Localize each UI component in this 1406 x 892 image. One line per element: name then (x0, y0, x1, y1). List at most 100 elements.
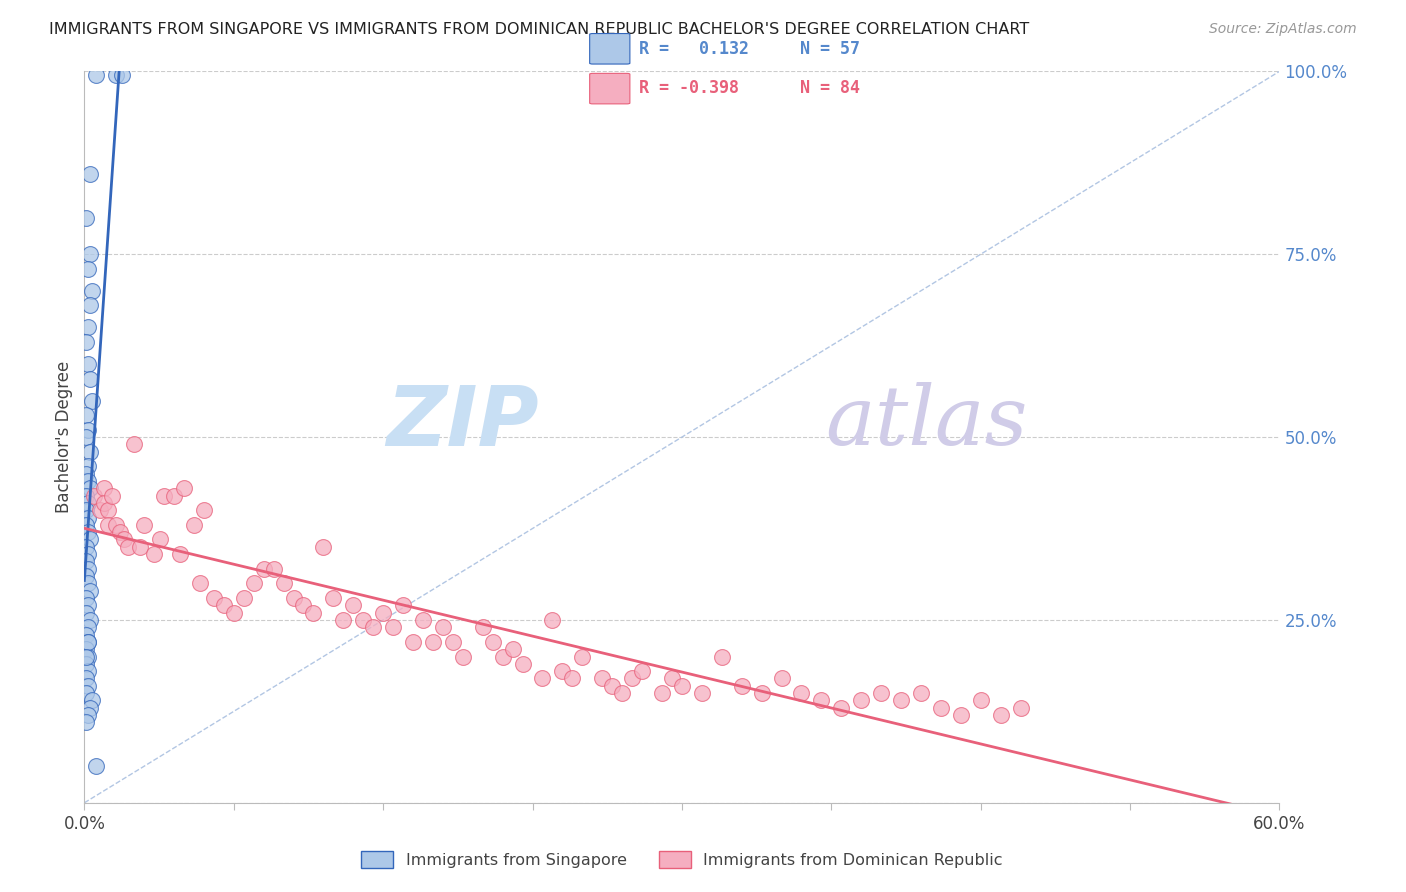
Point (810, 693, 832, 707)
Point (551, 664, 574, 678)
Point (97, 517, 120, 532)
Point (402, 635, 425, 649)
Point (77, 320, 100, 334)
Point (79, 247, 101, 261)
Point (97, 503, 120, 517)
Point (75, 408, 97, 422)
Point (77, 649, 100, 664)
Point (671, 679, 693, 693)
Point (561, 672, 583, 686)
Point (149, 533, 172, 547)
Point (79, 613, 101, 627)
Point (75, 591, 97, 605)
Point (117, 540, 139, 554)
Point (75, 672, 97, 686)
Point (79, 481, 101, 495)
Point (173, 481, 195, 495)
Point (531, 672, 554, 686)
Point (751, 686, 773, 700)
Point (75, 657, 97, 671)
Text: Source: ZipAtlas.com: Source: ZipAtlas.com (1209, 22, 1357, 37)
Point (153, 489, 176, 503)
Point (77, 423, 100, 437)
Point (183, 517, 205, 532)
Point (93, 481, 115, 495)
Point (89, 503, 111, 517)
Point (710, 649, 733, 664)
Point (232, 591, 254, 605)
Point (77, 664, 100, 678)
Point (222, 606, 245, 620)
Point (75, 569, 97, 583)
Point (82, 693, 104, 707)
Text: atlas: atlas (825, 383, 1028, 462)
Point (502, 642, 524, 657)
Point (79, 371, 101, 385)
Text: R = -0.398: R = -0.398 (640, 78, 740, 96)
Point (79, 700, 101, 714)
Point (512, 657, 534, 671)
Point (600, 679, 623, 693)
Point (77, 708, 100, 723)
Point (790, 686, 813, 700)
Point (77, 261, 100, 276)
Point (75, 554, 97, 568)
Point (571, 649, 593, 664)
Point (77, 635, 100, 649)
Point (422, 635, 444, 649)
Point (392, 599, 415, 613)
Y-axis label: Bachelor's Degree: Bachelor's Degree (55, 361, 73, 513)
Point (202, 591, 225, 605)
Point (77, 474, 100, 488)
Point (253, 562, 276, 576)
Point (101, 489, 124, 503)
Point (77, 576, 100, 591)
FancyBboxPatch shape (589, 34, 630, 64)
Point (451, 649, 474, 664)
Point (621, 672, 644, 686)
Point (79, 167, 101, 181)
Point (612, 686, 634, 700)
Point (188, 576, 211, 591)
Point (75, 540, 97, 554)
Point (75, 642, 97, 657)
Text: R =   0.132: R = 0.132 (640, 40, 749, 58)
Point (112, 533, 135, 547)
Point (143, 547, 166, 561)
Point (591, 672, 613, 686)
FancyBboxPatch shape (589, 73, 630, 103)
Point (77, 496, 100, 510)
Point (929, 700, 952, 714)
Point (212, 599, 235, 613)
Text: N = 84: N = 84 (800, 78, 860, 96)
Point (129, 540, 152, 554)
Point (75, 211, 97, 225)
Point (83, 489, 105, 503)
Point (77, 357, 100, 371)
Text: ZIP: ZIP (385, 382, 538, 463)
Point (412, 613, 434, 627)
Point (77, 525, 100, 540)
Point (292, 599, 315, 613)
Point (432, 620, 454, 634)
Point (77, 459, 100, 474)
Legend: Immigrants from Singapore, Immigrants from Dominican Republic: Immigrants from Singapore, Immigrants fr… (361, 851, 1002, 868)
Point (75, 715, 97, 730)
Point (242, 576, 264, 591)
Point (302, 606, 325, 620)
Point (163, 489, 186, 503)
Point (75, 627, 97, 641)
Point (75, 430, 97, 444)
Point (352, 613, 374, 627)
Point (105, 68, 128, 82)
Point (382, 620, 405, 634)
Point (471, 620, 494, 634)
Point (342, 599, 364, 613)
Point (870, 686, 893, 700)
Point (332, 613, 354, 627)
Point (86, 759, 108, 773)
Point (690, 686, 713, 700)
Point (77, 679, 100, 693)
Point (77, 599, 100, 613)
Point (75, 517, 97, 532)
